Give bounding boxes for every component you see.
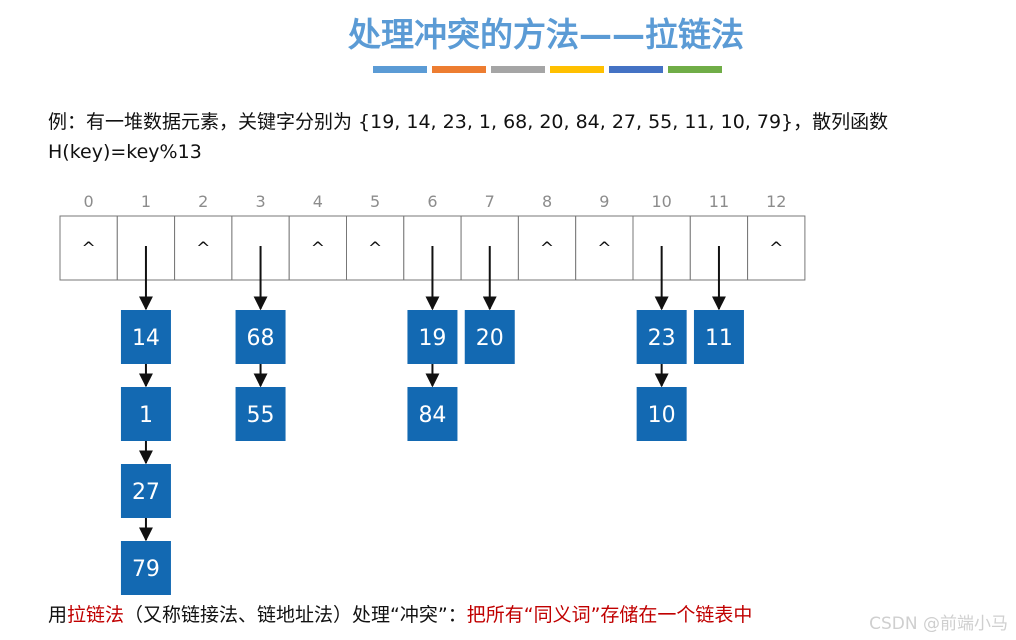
- slot-index-label: 7: [485, 192, 495, 211]
- example-line-2: H(key)=key%13: [48, 141, 202, 163]
- color-bar-segment: [373, 66, 427, 73]
- chain-node: [407, 387, 458, 441]
- chain-node: [235, 387, 286, 441]
- slot-index-label: 9: [599, 192, 609, 211]
- footer-method-name: 拉链法: [67, 604, 125, 626]
- color-bar-segment: [432, 66, 486, 73]
- table-slot-2: [174, 215, 233, 281]
- color-bar-segment: [609, 66, 663, 73]
- slot-index-label: 1: [141, 192, 151, 211]
- footer-part-1: 用: [48, 604, 68, 626]
- chain-node-key: 11: [705, 326, 733, 351]
- example-line-1: 例：有一堆数据元素，关键字分别为 {19, 14, 23, 1, 68, 20,…: [48, 111, 889, 133]
- chain-node: [464, 310, 515, 364]
- chain-node: [407, 310, 458, 364]
- chain-node: [120, 541, 171, 595]
- chain-node-key: 55: [247, 403, 275, 428]
- table-slot-0: [59, 215, 118, 281]
- footer-note: 用拉链法（又称链接法、链地址法）处理“冲突”：把所有“同义词”存储在一个链表中: [48, 600, 752, 627]
- table-slot-9: [575, 215, 634, 281]
- null-pointer-marker: ^: [196, 239, 210, 259]
- chain-node-key: 19: [418, 326, 446, 351]
- chain-node: [693, 310, 744, 364]
- chain-node-key: 27: [132, 480, 160, 505]
- null-pointer-marker: ^: [368, 239, 382, 259]
- slot-index-label: 0: [84, 192, 94, 211]
- page-title: 处理冲突的方法——拉链法: [348, 15, 744, 54]
- slot-index-label: 2: [198, 192, 208, 211]
- slot-index-label: 11: [709, 192, 729, 211]
- watermark: CSDN @前端小马: [869, 614, 1008, 634]
- slot-index-label: 4: [313, 192, 323, 211]
- null-pointer-marker: ^: [82, 239, 96, 259]
- chain-node: [636, 310, 687, 364]
- color-bar-segment: [491, 66, 545, 73]
- null-pointer-marker: ^: [769, 239, 783, 259]
- slot-index-label: 10: [651, 192, 671, 211]
- footer-conclusion: 把所有“同义词”存储在一个链表中: [466, 604, 753, 626]
- slot-index-label: 5: [370, 192, 380, 211]
- chain-node-key: 14: [132, 326, 160, 351]
- null-pointer-marker: ^: [597, 239, 611, 259]
- table-slot-8: [517, 215, 577, 281]
- slot-index-label: 12: [766, 192, 786, 211]
- null-pointer-marker: ^: [540, 239, 554, 259]
- slot-index-label: 3: [255, 192, 265, 211]
- chain-node-key: 84: [418, 403, 446, 428]
- chain-node-key: 79: [132, 557, 160, 582]
- color-bar-segment: [668, 66, 722, 73]
- slot-index-label: 6: [427, 192, 437, 211]
- chain-node-key: 10: [648, 403, 676, 428]
- example-text: 例：有一堆数据元素，关键字分别为 {19, 14, 23, 1, 68, 20,…: [48, 107, 978, 167]
- chain-node: [120, 387, 171, 441]
- table-slot-4: [288, 215, 348, 281]
- slot-index-label: 8: [542, 192, 552, 211]
- table-slot-12: [747, 215, 806, 281]
- chain-node-key: 20: [476, 326, 504, 351]
- chain-node-key: 68: [247, 326, 275, 351]
- chain-node-key: 1: [139, 403, 153, 428]
- color-bar-segment: [550, 66, 604, 73]
- footer-part-3: （又称链接法、链地址法）处理“冲突”：: [124, 604, 467, 626]
- chain-node: [120, 464, 171, 518]
- chain-node: [120, 310, 171, 364]
- chain-node: [636, 387, 687, 441]
- chain-node-key: 23: [648, 326, 676, 351]
- chain-node: [235, 310, 286, 364]
- null-pointer-marker: ^: [311, 239, 325, 259]
